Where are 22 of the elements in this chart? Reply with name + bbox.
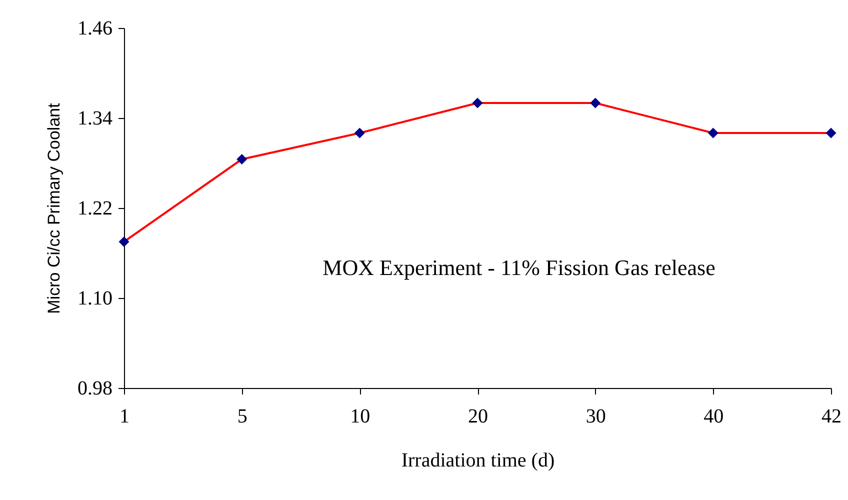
y-tick-label: 0.98 <box>78 378 112 400</box>
y-tick-label: 1.34 <box>78 108 112 130</box>
x-tick-label: 40 <box>704 406 724 428</box>
y-axis-title: Micro Ci/cc Primary Coolant <box>44 102 64 314</box>
point <box>472 98 483 108</box>
point <box>118 236 130 247</box>
point <box>708 128 718 138</box>
point <box>826 128 836 138</box>
annotation: MOX Experiment - 11% Fission Gas release <box>322 255 716 280</box>
point <box>236 154 248 164</box>
point <box>590 98 601 108</box>
x-tick-label: 10 <box>350 406 370 428</box>
y-tick-label: 1.46 <box>78 18 112 40</box>
x-tick-label: 20 <box>468 406 488 428</box>
x-tick-label: 1 <box>120 406 130 428</box>
x-tick-label: 42 <box>822 406 842 428</box>
x-tick-label: 30 <box>586 406 606 428</box>
y-tick-label: 1.22 <box>78 198 112 220</box>
x-axis-title: Irradiation time (d) <box>401 450 555 472</box>
point <box>354 128 365 138</box>
y-tick-label: 1.10 <box>78 288 112 310</box>
x-tick-label: 5 <box>237 406 248 428</box>
